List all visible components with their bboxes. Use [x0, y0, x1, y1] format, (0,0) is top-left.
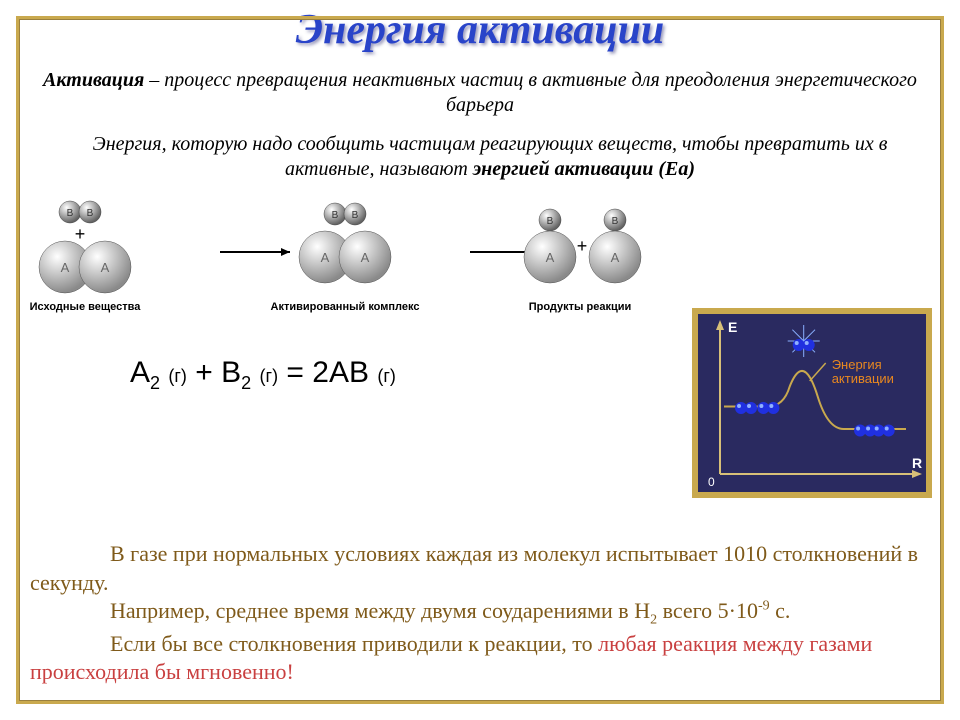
svg-text:B: B [547, 216, 554, 227]
svg-text:A: A [611, 250, 620, 265]
svg-text:A: A [546, 250, 555, 265]
svg-text:A: A [321, 250, 330, 265]
svg-text:B: B [67, 208, 74, 219]
svg-text:B: B [87, 208, 94, 219]
svg-text:Энергия: Энергия [832, 357, 882, 372]
svg-text:B: B [352, 210, 359, 221]
svg-text:A: A [101, 260, 110, 275]
svg-text:Исходные вещества: Исходные вещества [30, 301, 142, 313]
svg-text:Продукты реакции: Продукты реакции [529, 301, 632, 313]
p1-text: В газе при нормальных условиях каждая из… [30, 541, 918, 595]
molecule-svg: BB+AAИсходные веществаBBAAАктивированный… [0, 192, 700, 332]
svg-text:R: R [912, 455, 922, 471]
p2-b: всего 5·10 [657, 598, 758, 623]
p2-c: с. [770, 598, 791, 623]
p2-a: Например, среднее время между двумя соуд… [110, 598, 650, 623]
p3-a: Если бы все столкновения приводили к реа… [110, 631, 598, 656]
svg-text:E: E [728, 319, 737, 335]
svg-text:B: B [332, 210, 339, 221]
svg-text:+: + [75, 224, 86, 244]
svg-text:A: A [61, 260, 70, 275]
svg-text:+: + [577, 236, 588, 256]
energy-diagram: E R 0 Энергияактивации [692, 308, 932, 498]
p2-sup: -9 [758, 599, 770, 614]
explanation-text: В газе при нормальных условиях каждая из… [30, 540, 930, 687]
svg-text:0: 0 [708, 475, 715, 489]
svg-text:активации: активации [832, 371, 894, 386]
svg-text:Активированный комплекс: Активированный комплекс [271, 301, 420, 313]
svg-text:B: B [612, 216, 619, 227]
svg-text:A: A [361, 250, 370, 265]
energy-svg: E R 0 Энергияактивации [698, 314, 926, 492]
